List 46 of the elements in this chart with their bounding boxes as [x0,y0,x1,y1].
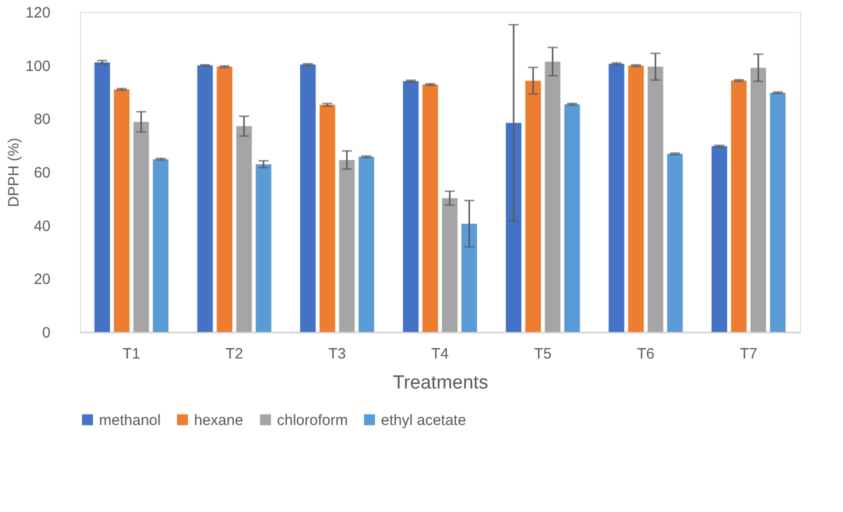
x-tick-label: T7 [740,346,758,362]
y-tick-label: 20 [34,271,50,288]
bar [114,89,130,332]
y-tick-label: 120 [25,4,50,22]
x-tick-label: T5 [534,346,552,362]
bar [750,68,766,332]
legend-label: hexane [194,412,244,429]
bar [300,64,316,332]
bar [216,66,232,332]
y-axis-title: DPPH (%) [5,138,22,208]
bar [402,81,419,332]
bar [422,84,438,332]
bar [648,66,664,332]
bar [506,122,522,332]
y-tick-label: 80 [34,111,50,128]
bar [608,64,624,332]
x-tick-label: T4 [431,346,449,362]
bar [770,92,786,332]
bar [152,159,168,332]
bar [442,198,458,332]
y-tick-label: 60 [34,164,50,182]
bar [667,154,683,332]
y-tick-label: 100 [25,58,50,75]
bar [256,164,272,332]
bar [358,156,374,332]
bar [731,80,747,332]
x-tick-label: T3 [328,346,346,362]
bar [628,66,644,332]
bar [525,80,541,332]
x-axis-title: Treatments [392,372,488,394]
bar [133,122,149,332]
x-tick-label: T2 [226,346,244,362]
bar [564,104,580,332]
legend-label: ethyl acetate [381,412,466,429]
legend-label: methanol [99,412,161,429]
x-tick-label: T6 [636,346,654,362]
y-tick-label: 0 [42,324,50,342]
bar [236,126,252,332]
bar [339,160,355,332]
legend-label: chloroform [277,412,348,429]
bar [197,65,213,332]
bar [712,146,728,332]
bar [544,62,560,332]
y-tick-label: 40 [34,218,50,235]
x-tick-label: T1 [122,346,140,362]
bar [461,224,478,332]
